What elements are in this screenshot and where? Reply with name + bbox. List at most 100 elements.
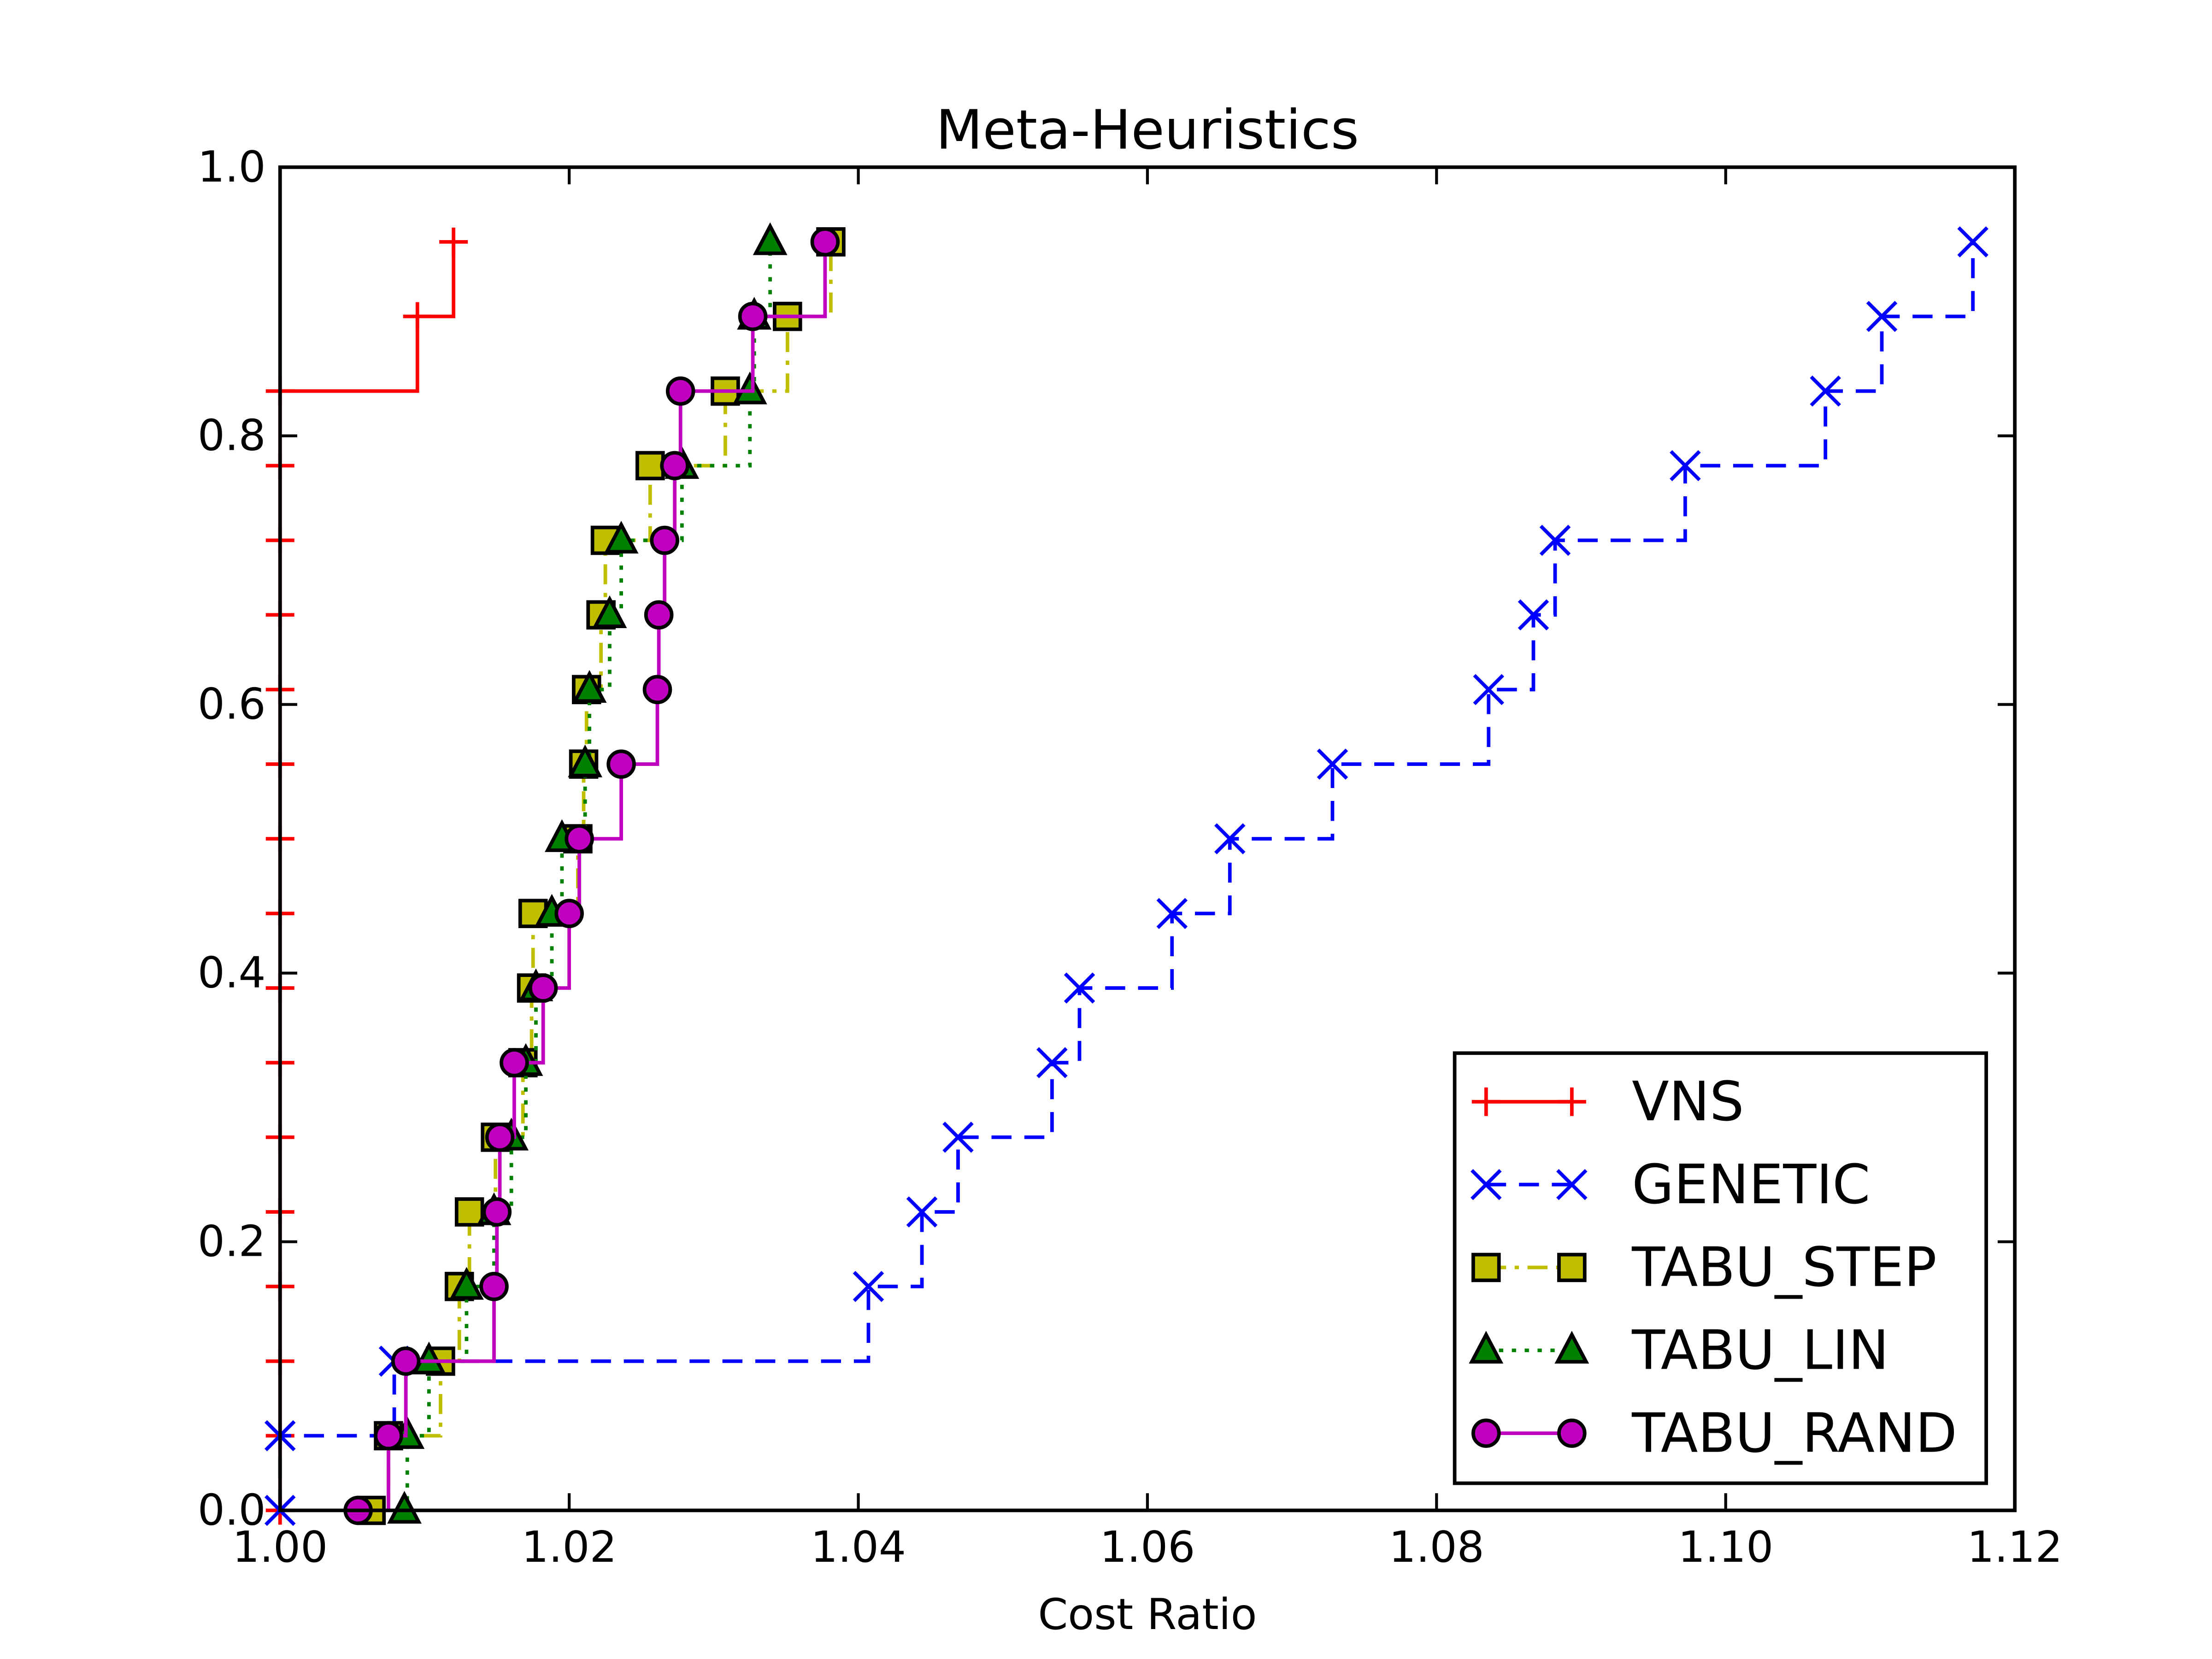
marker-stroke (1471, 1169, 1502, 1200)
y-tick-label: 0.4 (198, 948, 266, 998)
x-tick-label: 1.02 (522, 1522, 617, 1572)
x-axis-label: Cost Ratio (1038, 1589, 1257, 1639)
marker-triangle (604, 521, 639, 554)
marker-x (1214, 823, 1246, 854)
marker-x (1866, 300, 1898, 332)
marker-stroke (1214, 823, 1246, 854)
step-line (278, 241, 1975, 1511)
marker-triangle (1554, 1330, 1589, 1364)
y-tick-label: 1.0 (198, 142, 266, 192)
marker-circle (554, 899, 584, 928)
x-tick-label: 1.00 (232, 1522, 328, 1572)
marker-square (1557, 1253, 1587, 1282)
marker-stroke (1957, 226, 1988, 258)
legend: VNS GENETIC TABU_STEP TABU_LIN TABU_RAND (1453, 1051, 1988, 1485)
marker-triangle (387, 1491, 422, 1524)
marker-circle (1471, 1418, 1501, 1448)
marker-circle (391, 1346, 421, 1376)
marker-circle (738, 301, 768, 331)
marker-x (906, 1196, 938, 1228)
marker-stroke (1539, 524, 1571, 556)
marker-circle (650, 525, 679, 555)
marker-plus (1557, 1087, 1586, 1116)
series (343, 227, 840, 1525)
marker-circle (642, 675, 672, 705)
x-tick-label: 1.08 (1389, 1522, 1484, 1572)
marker-stroke (853, 1271, 884, 1302)
marker-circle (660, 451, 689, 481)
marker-x (1473, 674, 1504, 706)
marker-stroke (1810, 375, 1841, 407)
marker-triangle (568, 744, 603, 777)
marker-stroke (1473, 674, 1504, 706)
marker-triangle (732, 371, 767, 405)
marker-triangle (1469, 1330, 1504, 1364)
y-tick-label: 0.0 (198, 1485, 266, 1535)
plot-area (265, 222, 1988, 1526)
marker-x (1471, 1169, 1502, 1200)
legend-label: TABU_LIN (1631, 1319, 1889, 1382)
marker-x (1064, 972, 1095, 1004)
marker-stroke (1556, 1169, 1588, 1200)
y-tick-label: 0.2 (198, 1217, 266, 1266)
marker-plus (403, 302, 432, 331)
marker-triangle (572, 670, 607, 703)
marker-x (1539, 524, 1571, 556)
marker-stroke (1064, 972, 1095, 1004)
y-tick-label: 0.6 (198, 679, 266, 729)
marker-stroke (906, 1196, 938, 1228)
marker-x (1518, 599, 1549, 631)
marker-x (1957, 226, 1988, 258)
legend-label: TABU_RAND (1631, 1401, 1957, 1465)
series (265, 226, 1988, 1526)
marker-circle (1557, 1418, 1587, 1448)
x-tick-label: 1.06 (1100, 1522, 1195, 1572)
x-tick-label: 1.10 (1678, 1522, 1773, 1572)
marker-square (635, 451, 665, 481)
legend-label: TABU_STEP (1631, 1236, 1937, 1299)
marker-stroke (942, 1122, 974, 1153)
x-tick-label: 1.04 (811, 1522, 906, 1572)
marker-triangle (449, 1267, 484, 1300)
marker-circle (644, 600, 674, 630)
marker-triangle (592, 595, 627, 628)
marker-x (1317, 748, 1348, 780)
marker-circle (485, 1123, 515, 1152)
legend-label: VNS (1632, 1070, 1744, 1133)
marker-x (1036, 1047, 1068, 1078)
marker-circle (374, 1421, 403, 1451)
marker-stroke (1156, 898, 1188, 929)
marker-square (454, 1197, 484, 1227)
marker-plus (1471, 1087, 1500, 1116)
marker-stroke (1518, 599, 1549, 631)
y-tick-label: 0.8 (198, 411, 266, 460)
marker-circle (606, 749, 636, 779)
marker-stroke (1866, 300, 1898, 332)
marker-x (1810, 375, 1841, 407)
marker-circle (528, 973, 558, 1003)
marker-stroke (1670, 450, 1701, 482)
marker-triangle (412, 1341, 447, 1375)
marker-x (853, 1271, 884, 1302)
marker-plus (439, 227, 468, 256)
marker-circle (665, 376, 695, 406)
marker-circle (479, 1271, 509, 1301)
marker-x (942, 1122, 974, 1153)
step-line (404, 241, 772, 1512)
marker-x (1156, 898, 1188, 929)
marker-x (1556, 1169, 1588, 1200)
legend-label: GENETIC (1632, 1153, 1870, 1216)
marker-x (1670, 450, 1701, 482)
marker-circle (500, 1048, 529, 1077)
marker-stroke (1317, 748, 1348, 780)
x-tick-label: 1.12 (1967, 1522, 2063, 1572)
marker-triangle (753, 222, 788, 255)
marker-circle (810, 227, 840, 257)
marker-square (1471, 1253, 1501, 1282)
marker-stroke (1036, 1047, 1068, 1078)
marker-circle (565, 824, 594, 853)
chart-title: Meta-Heuristics (936, 98, 1359, 161)
marker-circle (482, 1197, 512, 1227)
